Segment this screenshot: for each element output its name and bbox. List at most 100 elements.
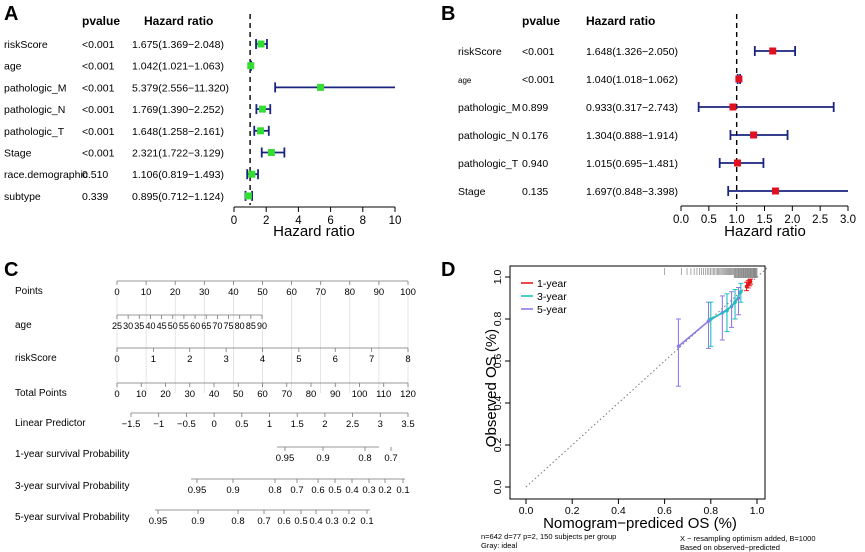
forest-a-x-tick-label: 2 [263,215,269,227]
nomogram-tick-label: 0.1 [360,516,373,527]
forest-a-row-pvalue: <0.001 [82,61,115,73]
forest-b-row-pvalue: 0.899 [522,102,548,114]
forest-b-hr-marker [735,75,743,83]
nomogram-tick-label: 10 [136,389,147,400]
calibration-x-tick-label: 1.0 [750,505,765,517]
nomogram-tick-label: 45 [157,321,167,331]
nomogram-tick-label: 70 [212,321,222,331]
calibration-x-tick-label: 0.2 [565,505,580,517]
nomogram-tick-label: 0.95 [188,485,207,496]
calibration-footnote-left: n=642 d=77 p=2, 150 subjects per group [481,532,616,541]
nomogram-tick-label: 65 [201,321,211,331]
nomogram-row-label: riskScore [15,353,57,364]
nomogram-tick-label: 100 [400,287,416,298]
forest-a-xlabel: Hazard ratio [273,223,355,240]
forest-a-hr-header: Hazard ratio [144,14,213,28]
forest-b-row-hr-text: 1.648(1.326−2.050) [586,46,678,58]
forest-a-row-pvalue: <0.001 [82,39,115,51]
forest-a-row-label: riskScore [4,39,48,51]
nomogram-tick-label: 0.2 [342,516,355,527]
forest-a-row-hr-text: 2.321(1.722−3.129) [132,148,224,160]
forest-a-hr-marker [317,83,325,91]
forest-a-row-hr-text: 5.379(2.556−11.320) [132,82,229,94]
calibration-y-tick-label: 0.4 [492,396,504,411]
calibration-y-tick-label: 0.0 [492,480,504,495]
forest-b-row-pvalue: 0.135 [522,186,548,198]
forest-b-row-pvalue: <0.001 [522,46,555,58]
forest-b-row-label: pathologic_N [458,130,519,142]
calibration-legend-label: 1-year [537,278,567,290]
nomogram-tick-label: 90 [330,389,341,400]
nomogram-row-label: Points [15,286,43,297]
nomogram-tick-label: 0.5 [294,516,307,527]
nomogram-tick-label: 25 [112,321,122,331]
forest-b-row-label: Stage [458,186,486,198]
calibration-footnote-right-2: Based on observed−predicted [680,543,780,552]
forest-b-row-pvalue: 0.940 [522,158,548,170]
nomogram-tick-label: 20 [170,287,181,298]
panel-letter-d: D [441,259,455,281]
forest-b-row-hr-text: 1.015(0.695−1.481) [586,158,678,170]
panel-letter-a: A [4,3,18,25]
nomogram-tick-label: 8 [405,354,410,365]
nomogram-tick-label: 90 [257,321,267,331]
forest-plot-b: pvalue Hazard ratio riskScore <0.001 1.648… [458,14,856,240]
forest-b-x-tick-label: 2.5 [812,214,828,226]
calibration-x-tick-label: 0.8 [703,505,718,517]
nomogram-tick-label: 30 [199,287,210,298]
nomogram-tick-label: 2 [187,354,192,365]
nomogram-tick-label: 0.6 [277,516,290,527]
forest-a-x-tick-label: 8 [360,215,366,227]
nomogram-tick-label: 0 [114,389,119,400]
nomogram-row-label: 1-year survival Probability [15,449,130,460]
forest-a-row-hr-text: 1.106(0.819−1.493) [132,169,224,181]
forest-a-row-pvalue: 0.339 [82,191,108,203]
forest-b-row-hr-text: 1.697(0.848−3.398) [586,186,678,198]
nomogram-tick-label: 0.3 [325,516,338,527]
calibration-point-3-year [733,300,737,305]
forest-a-hr-marker [267,149,275,156]
nomogram-tick-label: 80 [235,321,245,331]
forest-b-x-tick-label: 1.5 [757,214,773,226]
nomogram-tick-label: 35 [134,321,144,331]
nomogram-tick-label: 50 [168,321,178,331]
forest-b-x-tick-label: 3.0 [840,214,856,226]
forest-a-row-pvalue: <0.001 [82,148,115,160]
forest-a-row-label: race.demographic [4,169,88,181]
nomogram-tick-label: 3.5 [401,419,414,430]
nomogram-tick-label: 50 [257,287,268,298]
calibration-y-tick-label: 0.8 [492,312,504,327]
nomogram-tick-label: 0.1 [396,485,409,496]
forest-b-row-label: age [458,76,472,85]
calibration-ylabel: Observed OS (%) [483,329,500,447]
nomogram-tick-label: 75 [224,321,234,331]
nomogram-tick-label: −1.5 [122,419,141,430]
calibration-point-3-year [725,308,729,313]
nomogram-row-label: 3-year survival Probability [15,481,130,492]
forest-a-row-label: pathologic_N [4,104,65,116]
forest-b-row-hr-text: 0.933(0.317−2.743) [586,102,678,114]
nomogram-tick-label: 0.8 [358,453,371,464]
nomogram-tick-label: 1.5 [291,419,304,430]
nomogram-tick-label: 30 [184,389,195,400]
nomogram-tick-label: 0 [114,287,119,298]
panel-letter-c: C [4,259,18,281]
forest-a-row-pvalue: <0.001 [82,104,115,116]
nomogram-tick-label: 90 [374,287,385,298]
calibration-ideal-line [525,266,769,488]
calibration-footnote-right-1: X − resampling optimism added, B=1000 [680,534,816,543]
forest-b-row-label: riskScore [458,46,502,58]
forest-b-row-pvalue: 0.176 [522,130,548,142]
forest-b-row-hr-text: 1.304(0.888−1.914) [586,130,678,142]
calibration-point-5-year [706,319,711,323]
calibration-frame [509,265,766,500]
calibration-x-tick-label: 0.0 [519,505,534,517]
forest-b-x-tick-label: 0.0 [673,214,689,226]
nomogram-tick-label: 30 [123,321,133,331]
nomogram-tick-label: 0.4 [309,516,322,527]
nomogram-tick-label: 4 [260,354,265,365]
forest-a-row-hr-text: 1.769(1.390−2.252) [132,104,224,116]
forest-a-row-label: pathologic_M [4,82,66,94]
nomogram-tick-label: 0.5 [235,419,248,430]
